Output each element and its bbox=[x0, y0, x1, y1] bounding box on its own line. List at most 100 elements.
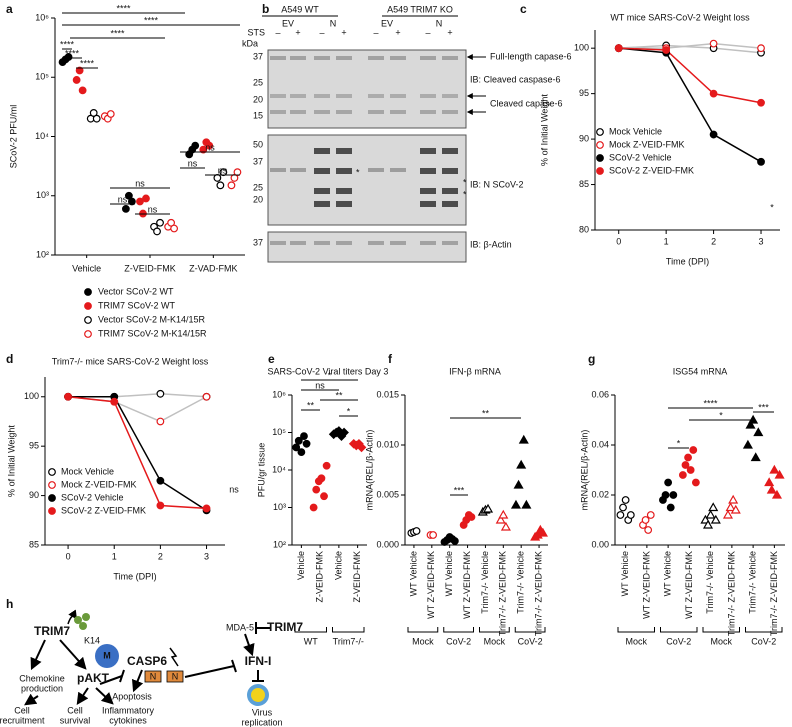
y-tick-label: 100 bbox=[24, 391, 39, 401]
x-tick-label: Trim7-/- Z-VEID-FMK bbox=[769, 551, 779, 636]
blot-band bbox=[336, 188, 352, 194]
blot-band bbox=[290, 110, 306, 114]
group-label: CoV-2 bbox=[666, 636, 691, 646]
blot-band bbox=[442, 56, 458, 60]
panel-letter: h bbox=[6, 597, 13, 611]
diagram-label: survival bbox=[60, 715, 91, 725]
data-point bbox=[619, 503, 627, 512]
blot-membrane bbox=[267, 134, 467, 226]
blot-band bbox=[442, 94, 458, 98]
data-point bbox=[621, 496, 630, 504]
legend-label: SCoV-2 Z-VEID-FMK bbox=[61, 505, 146, 515]
group-label: CoV-2 bbox=[518, 636, 543, 646]
data-point bbox=[312, 485, 321, 494]
data-point bbox=[537, 527, 548, 537]
marker-size: 50 bbox=[253, 139, 263, 149]
data-point bbox=[757, 98, 765, 107]
data-point bbox=[757, 157, 765, 166]
diagram-label: Virus bbox=[252, 707, 273, 717]
blot-band bbox=[270, 110, 286, 114]
data-point bbox=[722, 509, 734, 519]
y-tick-label: 10⁶ bbox=[35, 12, 49, 22]
y-axis-label: SCoV-2 PFU/ml bbox=[8, 105, 18, 169]
cell-line: A549 WT bbox=[281, 4, 319, 14]
y-tick-label: 95 bbox=[579, 88, 589, 98]
data-point bbox=[300, 432, 308, 441]
legend-label: Mock Z-VEID-FMK bbox=[609, 139, 685, 149]
blot-band bbox=[336, 110, 352, 114]
data-point bbox=[666, 503, 675, 512]
data-point bbox=[84, 330, 92, 338]
blot-band bbox=[390, 241, 406, 245]
blot-band bbox=[336, 94, 352, 98]
x-tick-label: Vehicle bbox=[296, 551, 306, 580]
y-tick-label: 10⁴ bbox=[35, 131, 49, 141]
x-tick-label: Trim7-/- Vehicle bbox=[480, 551, 490, 614]
data-point bbox=[596, 141, 604, 149]
data-point bbox=[766, 484, 777, 494]
y-tick-label: 90 bbox=[579, 133, 589, 143]
y-tick-label: 85 bbox=[579, 179, 589, 189]
panel-letter: c bbox=[520, 2, 527, 16]
group-bracket bbox=[617, 627, 655, 633]
data-point bbox=[121, 204, 130, 213]
diagram-icons bbox=[74, 613, 269, 706]
blot-band bbox=[270, 56, 286, 60]
y-tick-label: 0.005 bbox=[376, 489, 399, 499]
lane-sign: – bbox=[319, 27, 324, 37]
data-point bbox=[495, 514, 506, 524]
sig-label: ns bbox=[315, 380, 325, 390]
sig-label: ** bbox=[307, 400, 315, 410]
unit: kDa bbox=[242, 38, 258, 48]
chart-title: SARS-CoV-2 Viral titers Day 3 bbox=[268, 366, 389, 376]
group-bracket bbox=[660, 627, 698, 633]
blot-band bbox=[368, 56, 384, 60]
data-point bbox=[745, 419, 756, 429]
blot-band bbox=[420, 201, 436, 207]
y-tick-label: 0.010 bbox=[376, 439, 399, 449]
treatment: STS bbox=[247, 27, 265, 37]
blot-band bbox=[290, 56, 306, 60]
condition: EV bbox=[282, 18, 294, 28]
blot-band bbox=[442, 168, 458, 174]
data-point bbox=[322, 461, 331, 470]
sig-label: *** bbox=[758, 402, 769, 412]
data-point bbox=[84, 302, 92, 310]
group-bracket bbox=[514, 627, 546, 633]
panel-letter: e bbox=[268, 352, 275, 366]
data-point bbox=[510, 499, 522, 509]
blot-band bbox=[270, 168, 286, 172]
x-tick-label: Vehicle bbox=[333, 551, 343, 580]
x-tick-label: WT Z-VEID-FMK bbox=[684, 551, 694, 619]
blot-band bbox=[368, 94, 384, 98]
y-axis-label: mRNA(REL/β-Actin) bbox=[579, 430, 589, 511]
marker-size: 37 bbox=[253, 237, 263, 247]
diagram-label: TRIM7 bbox=[267, 620, 303, 634]
sig-label: **** bbox=[116, 3, 131, 13]
y-tick-label: 85 bbox=[29, 539, 39, 549]
blot-label: IB: β-Actin bbox=[470, 239, 512, 249]
asterisk: * bbox=[356, 167, 360, 177]
blot-band bbox=[314, 94, 330, 98]
data-point bbox=[202, 504, 211, 513]
blot-band bbox=[270, 94, 286, 98]
data-point bbox=[106, 110, 115, 118]
diagram-label: MDA-5 bbox=[226, 622, 254, 632]
legend-label: SCoV-2 Vehicle bbox=[609, 152, 672, 162]
data-point bbox=[156, 476, 165, 485]
arrow-label: Full-length capase-6 bbox=[490, 51, 572, 61]
data-point bbox=[205, 141, 214, 150]
lane-sign: – bbox=[373, 27, 378, 37]
data-point bbox=[110, 397, 119, 406]
blot-band bbox=[420, 241, 436, 245]
data-point bbox=[661, 491, 670, 499]
sig-label: * bbox=[719, 410, 723, 420]
blot-label: IB: Cleaved caspase-6 bbox=[470, 74, 561, 84]
data-point bbox=[702, 519, 714, 529]
blot-band bbox=[420, 110, 436, 114]
group-bracket bbox=[294, 627, 327, 633]
lane-sign: + bbox=[341, 27, 346, 37]
series-line bbox=[68, 396, 207, 512]
x-axis-label: Time (DPI) bbox=[113, 571, 156, 581]
diagram-label: cytokines bbox=[109, 715, 147, 725]
